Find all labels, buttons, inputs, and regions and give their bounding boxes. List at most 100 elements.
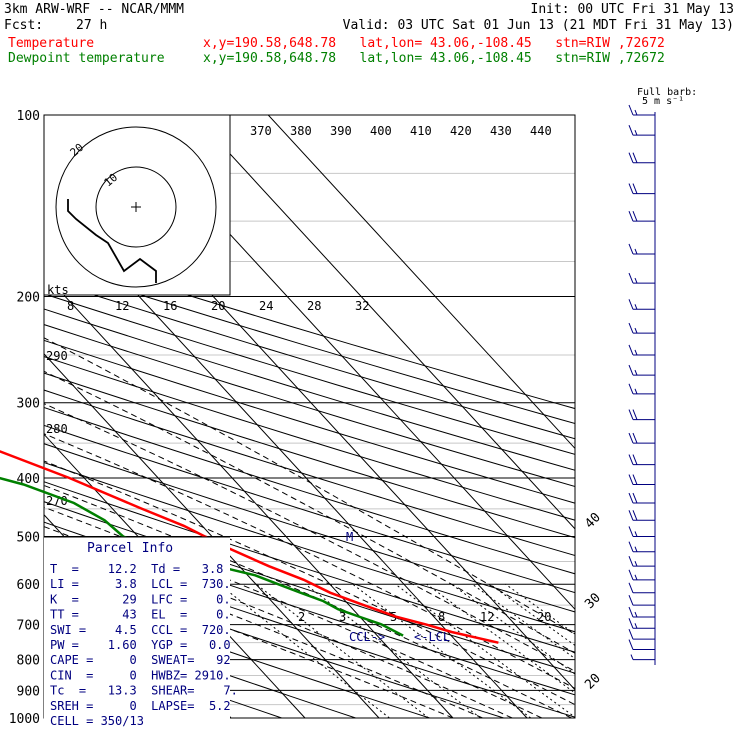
barb-half [634, 369, 638, 376]
wind-barb [628, 124, 655, 136]
parcel-info-bg [44, 537, 230, 732]
wind-barb [628, 210, 655, 222]
isotherm-label: 20 [582, 671, 604, 693]
wind-barb [628, 409, 655, 421]
theta-label: 370 [250, 124, 272, 138]
barb-flag [632, 474, 638, 485]
lcl-marker: <-LCL [414, 630, 450, 644]
mixing-ratio-line [489, 583, 575, 647]
barb-flag [628, 474, 634, 485]
wind-barb [628, 474, 655, 486]
barb-flag [628, 383, 634, 395]
theta-label: 380 [290, 124, 312, 138]
pressure-tick-label: 1000 [9, 712, 40, 727]
isotherm-label: 30 [582, 590, 604, 612]
dry-adiabat [44, 278, 575, 440]
theta-label: 400 [370, 124, 392, 138]
wind-barb [628, 510, 655, 521]
wind-barb [628, 322, 655, 334]
wind-barb [628, 639, 655, 651]
parcel-info-title: Parcel Info [87, 541, 173, 556]
barb-flag [628, 492, 634, 504]
theta-label: 440 [530, 124, 552, 138]
barb-flag [628, 104, 634, 116]
barb-flag [628, 454, 634, 465]
wind-barb [628, 618, 655, 629]
dewpoint-profile [0, 476, 404, 637]
barb-half [634, 623, 638, 629]
wind-barb [628, 595, 655, 606]
mixing-ratio-label: 16 [163, 299, 177, 313]
barb-half [634, 349, 638, 356]
barb-flag [632, 432, 638, 444]
theta-label: 410 [410, 124, 432, 138]
barb-flag [628, 618, 634, 629]
mixing-ratio-label: 28 [307, 299, 321, 313]
barb-half [634, 574, 638, 581]
barb-flag [628, 364, 634, 376]
mixing-ratio-line [395, 583, 575, 718]
hodograph-trace [67, 199, 157, 283]
parcel-info-row: CIN = 0 HWBZ= 2910. [50, 668, 231, 682]
parcel-info-row: SREH = 0 LAPSE= 5.2 [50, 699, 231, 713]
mixing-ratio-label: 8 [438, 610, 445, 624]
barb-flag [632, 210, 638, 222]
parcel-info-row: T = 12.2 Td = 3.8 [50, 562, 223, 576]
dewpoint-location: x,y=190.58,648.78 lat,lon= 43.06,-108.45… [203, 51, 665, 66]
mixing-ratio-label: 8 [67, 299, 74, 313]
pressure-tick-label: 600 [17, 578, 40, 593]
parcel-info-row: TT = 43 EL = 0. [50, 608, 231, 622]
dry-adiabat [44, 424, 575, 594]
theta-left-label: 290 [46, 349, 68, 363]
wind-barb [628, 492, 655, 504]
wind-barb [628, 243, 655, 255]
pressure-tick-label: 700 [17, 619, 40, 634]
wind-barb [628, 383, 655, 395]
barb-flag [628, 243, 634, 255]
wind-barb [628, 526, 655, 537]
theta-label: 430 [490, 124, 512, 138]
theta-label: 420 [450, 124, 472, 138]
pressure-tick-label: 100 [17, 109, 40, 124]
mixing-ratio-line [426, 583, 575, 694]
barb-flag [628, 299, 634, 310]
pressure-tick-label: 300 [17, 397, 40, 412]
wind-barb [628, 606, 655, 618]
barb-flag [632, 510, 638, 521]
wind-barb [628, 432, 655, 444]
wind-barb [628, 541, 655, 553]
dry-adiabat [44, 339, 575, 504]
moist-adiabat [44, 543, 483, 719]
forecast-hour: 27 h [76, 18, 108, 33]
dry-adiabat [44, 461, 575, 633]
barb-flag [632, 152, 638, 163]
dewpoint-legend: Dewpoint temperature [8, 51, 165, 66]
pressure-tick-label: 200 [17, 291, 40, 306]
barb-half [634, 388, 638, 395]
barb-half [634, 560, 638, 567]
dry-adiabat [44, 308, 575, 471]
forecast-label: Fcst: [4, 18, 44, 33]
isotherm [0, 115, 9, 718]
barb-half [634, 277, 638, 284]
barb-flag [632, 409, 638, 420]
wind-barb [628, 569, 655, 581]
barb-flag [632, 183, 638, 194]
isotherm [267, 115, 575, 450]
barb-flag [628, 555, 634, 567]
mixing-ratio-line [472, 583, 575, 660]
isotherm [44, 353, 380, 719]
barb-half [634, 304, 638, 310]
temperature-legend: Temperature [8, 36, 95, 51]
wind-barb [628, 272, 655, 284]
barb-flag [628, 183, 634, 194]
parcel-info-row: SWI = 4.5 CCL = 720. [50, 623, 231, 637]
dry-adiabat [44, 443, 575, 613]
barb-flag [628, 639, 634, 650]
mixing-ratio-label: 20 [211, 299, 225, 313]
barb-half [634, 129, 638, 136]
barb-flag [632, 454, 638, 465]
parcel-info-row: K = 29 LFC = 0. [50, 592, 231, 606]
barb-half [634, 248, 638, 255]
